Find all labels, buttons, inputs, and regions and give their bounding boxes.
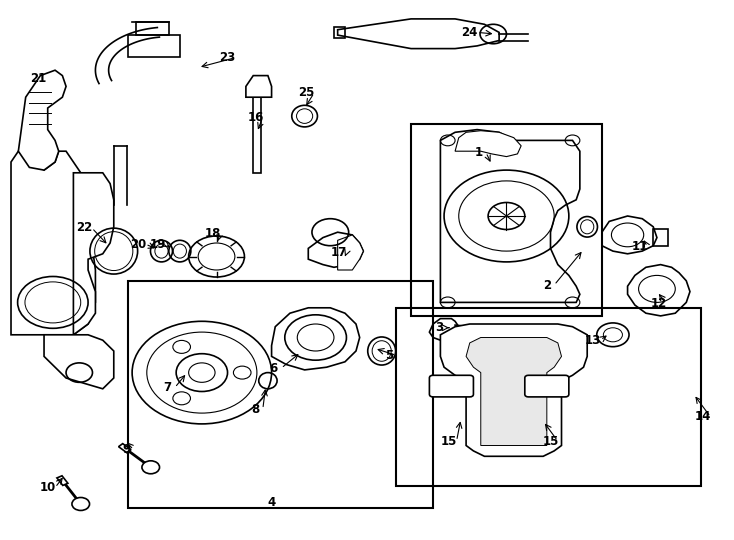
- Circle shape: [72, 497, 90, 510]
- Polygon shape: [338, 19, 499, 49]
- Polygon shape: [246, 76, 272, 97]
- Polygon shape: [308, 232, 363, 267]
- Bar: [128, 281, 433, 508]
- Text: 9: 9: [122, 443, 131, 456]
- Text: 23: 23: [219, 51, 236, 64]
- Bar: [253, 97, 261, 173]
- Bar: [334, 27, 345, 38]
- Text: 16: 16: [247, 111, 264, 124]
- Text: 4: 4: [267, 496, 276, 509]
- Polygon shape: [440, 130, 580, 302]
- Text: 10: 10: [40, 481, 56, 494]
- Polygon shape: [440, 324, 587, 456]
- Text: 19: 19: [150, 238, 166, 251]
- Text: 3: 3: [435, 321, 443, 334]
- Bar: [119, 444, 131, 453]
- Text: 7: 7: [163, 381, 172, 394]
- Text: 13: 13: [585, 334, 601, 347]
- Bar: [653, 230, 668, 246]
- Polygon shape: [628, 265, 690, 316]
- Text: 18: 18: [205, 227, 221, 240]
- Polygon shape: [73, 173, 114, 335]
- Polygon shape: [466, 338, 562, 446]
- Text: 15: 15: [542, 435, 559, 448]
- Bar: [136, 22, 169, 35]
- Polygon shape: [11, 151, 95, 335]
- FancyBboxPatch shape: [429, 375, 473, 397]
- Text: 6: 6: [269, 362, 278, 375]
- Text: 5: 5: [385, 349, 393, 362]
- Circle shape: [142, 461, 159, 474]
- Bar: [396, 308, 701, 486]
- Text: 2: 2: [542, 279, 551, 292]
- Bar: [57, 476, 68, 485]
- Bar: [411, 124, 602, 316]
- Text: 22: 22: [76, 221, 92, 234]
- Polygon shape: [338, 235, 363, 270]
- Text: 15: 15: [441, 435, 457, 448]
- Polygon shape: [455, 131, 521, 157]
- Polygon shape: [44, 335, 114, 389]
- Polygon shape: [18, 70, 66, 170]
- Text: 8: 8: [251, 403, 260, 416]
- Text: 12: 12: [651, 297, 667, 310]
- Text: 24: 24: [462, 26, 478, 39]
- Text: 14: 14: [695, 410, 711, 423]
- Polygon shape: [272, 308, 360, 370]
- Text: 21: 21: [30, 72, 46, 85]
- Polygon shape: [429, 319, 459, 340]
- Text: 1: 1: [474, 146, 483, 159]
- Text: 17: 17: [331, 246, 347, 259]
- Polygon shape: [602, 216, 657, 254]
- Text: 25: 25: [299, 86, 315, 99]
- Text: 11: 11: [632, 240, 648, 253]
- Bar: [128, 35, 180, 57]
- Text: 20: 20: [130, 238, 146, 251]
- FancyBboxPatch shape: [525, 375, 569, 397]
